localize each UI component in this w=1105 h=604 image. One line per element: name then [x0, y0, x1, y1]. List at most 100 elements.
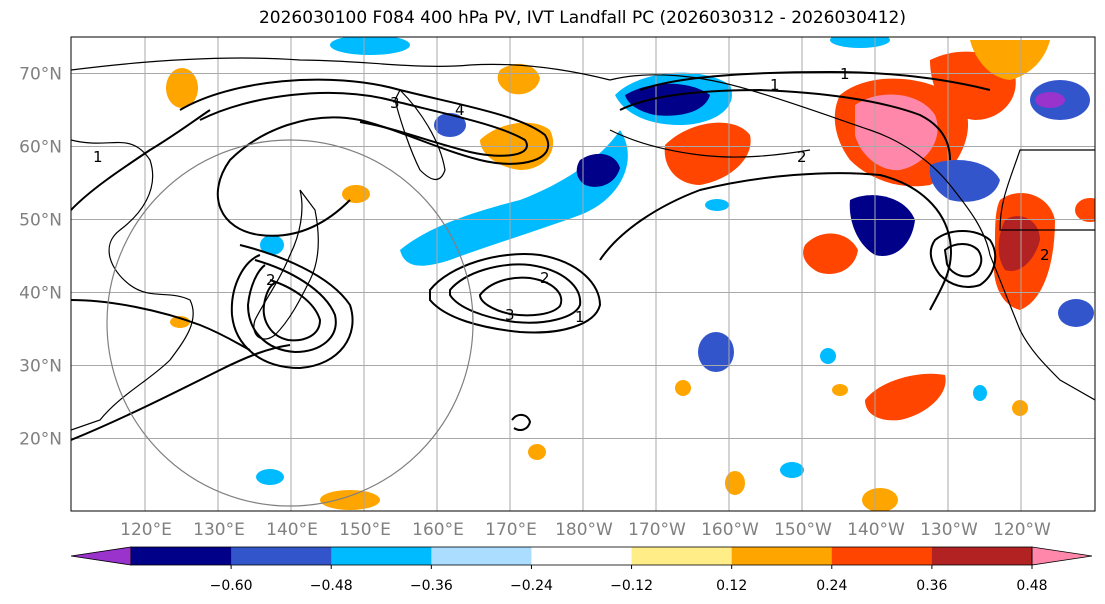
coastline-aleutians [609, 129, 811, 158]
contour-label: 1 [575, 308, 585, 326]
coastline-asia [71, 139, 194, 431]
pv-positive-anomaly [970, 40, 1050, 80]
colorbar-segment [831, 547, 933, 565]
pv-negative-anomaly [830, 37, 890, 48]
lon-label: 180°W [555, 520, 613, 540]
lat-label: 50°N [19, 211, 62, 231]
lat-label: 20°N [19, 430, 62, 450]
pv-anomaly-shading [166, 37, 1095, 511]
pv-negative-anomaly [576, 153, 620, 187]
contour-label: 3 [505, 306, 515, 324]
pv-positive-anomaly [675, 380, 691, 396]
distance-ring [106, 139, 474, 507]
pv-positive-anomaly [166, 68, 198, 108]
coastline-kamchatka [394, 88, 446, 180]
contour-line [71, 344, 291, 441]
pv-negative-anomaly [400, 130, 628, 266]
contour-label: 2 [1040, 246, 1050, 264]
colorbar-tick-label: 0.36 [916, 578, 947, 594]
pv-negative-anomaly [256, 469, 284, 485]
pv-positive-anomaly [1012, 400, 1028, 416]
pv-positive-anomaly [1075, 198, 1095, 222]
pv-positive-anomaly [803, 233, 858, 274]
ivt-contours [71, 70, 997, 441]
latitude-labels: 70°N 60°N 50°N 40°N 30°N 20°N [19, 65, 62, 450]
lat-label: 70°N [19, 65, 62, 85]
colorbar-tick-label: −0.36 [410, 578, 453, 594]
contour-line [71, 109, 211, 211]
lon-label: 140°E [266, 520, 318, 540]
colorbar-segment [131, 547, 232, 565]
contour-line [449, 263, 582, 324]
colorbar-segment [731, 547, 833, 565]
figure-title: 2026030100 F084 400 hPa PV, IVT Landfall… [258, 8, 906, 28]
contour-line [429, 253, 602, 334]
lon-label: 120°W [993, 520, 1051, 540]
pv-positive-anomaly [832, 384, 848, 396]
pv-negative-anomaly [929, 160, 1000, 202]
lat-label: 40°N [19, 284, 62, 304]
contour-label: 1 [840, 65, 850, 83]
coastline-siberia [71, 57, 611, 81]
contour-label: 1 [770, 76, 780, 94]
colorbar-segment [531, 547, 633, 565]
pv-negative-anomaly [260, 235, 284, 255]
contour-line [230, 244, 354, 370]
pv-positive-anomaly [528, 444, 546, 460]
contour-line [199, 91, 528, 157]
colorbar: −0.60 −0.48 −0.36 −0.24 −0.12 0.12 0.24 0.36 0.4… [70, 546, 1093, 594]
contour-label: 2 [266, 271, 276, 289]
colorbar-segment [331, 547, 432, 565]
map-frame [70, 36, 1096, 512]
pv-negative-anomaly [705, 199, 729, 211]
contour-label: 1 [93, 148, 103, 166]
contour-line [179, 78, 550, 237]
pv-positive-anomaly [497, 63, 540, 95]
colorbar-tick-label: −0.60 [210, 578, 253, 594]
lat-label: 30°N [19, 357, 62, 377]
lon-label: 170°E [485, 520, 537, 540]
colorbar-tick-label: 0.24 [816, 578, 847, 594]
lon-label: 130°E [193, 520, 245, 540]
pv-negative-anomaly [849, 195, 915, 256]
colorbar-segment [931, 547, 1033, 565]
pv-positive-anomaly [342, 185, 370, 203]
pv-positive-anomaly [862, 488, 898, 511]
colorbar-tick-label: 0.48 [1016, 578, 1047, 594]
pv-positive-anomaly [320, 490, 380, 510]
lon-label: 170°W [628, 520, 686, 540]
contour-line [246, 259, 337, 354]
pv-negative-anomaly [1035, 92, 1065, 108]
contour-line [929, 230, 997, 288]
contour-line [599, 172, 952, 311]
lon-label: 150°E [339, 520, 391, 540]
colorbar-tick-label: −0.12 [610, 578, 653, 594]
contour-label: 4 [455, 101, 465, 119]
contour-label-group: 1 1 1 1 2 2 2 2 3 3 4 [93, 65, 1050, 326]
colorbar-tick-label: 0.12 [716, 578, 747, 594]
colorbar-segment [231, 547, 332, 565]
colorbar-segment [431, 547, 532, 565]
pv-negative-anomaly [434, 113, 466, 137]
pv-negative-anomaly [820, 348, 836, 364]
contour-label: 2 [797, 148, 807, 166]
lon-label: 140°W [847, 520, 905, 540]
coastline-north-america [999, 149, 1095, 231]
contour-line [639, 70, 991, 91]
pv-negative-anomaly [625, 83, 710, 116]
contour-line [943, 243, 983, 278]
pv-negative-anomaly [780, 462, 804, 478]
colorbar-extend-high [1031, 546, 1093, 566]
longitude-labels: 120°E 130°E 140°E 150°E 160°E 170°E 180°W 170°W… [120, 520, 1051, 540]
contour-label: 2 [540, 269, 550, 287]
contour-line [262, 279, 322, 342]
lon-label: 150°W [774, 520, 832, 540]
contour-label: 3 [390, 94, 400, 112]
pv-negative-anomaly [330, 37, 410, 55]
colorbar-outline [130, 546, 1033, 566]
pv-negative-anomaly [698, 332, 734, 372]
lon-label: 130°W [920, 520, 978, 540]
lat-label: 60°N [19, 138, 62, 158]
